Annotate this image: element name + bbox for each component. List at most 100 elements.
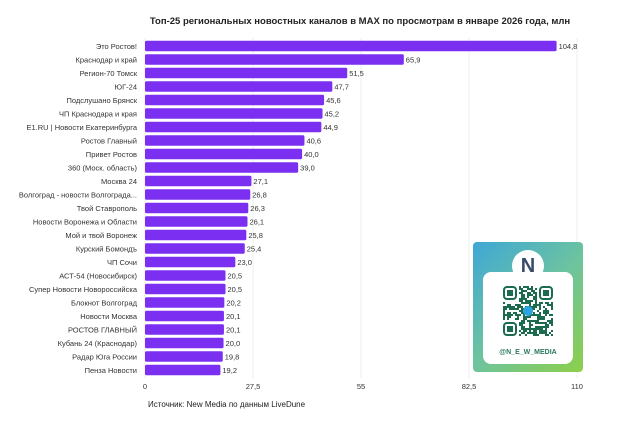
qr-module: [531, 290, 533, 292]
qr-finder: [539, 286, 553, 300]
qr-module: [503, 310, 505, 312]
qr-module: [545, 302, 547, 304]
qr-module: [533, 306, 535, 308]
value-label: 20,5: [228, 285, 243, 294]
qr-module: [519, 314, 521, 316]
x-tick-label: 55: [357, 382, 365, 391]
chart-title: Топ-25 региональных новостных каналов в …: [150, 16, 571, 27]
category-label: Регион-70 Томск: [80, 69, 138, 78]
qr-module: [521, 302, 523, 304]
qr-module: [519, 310, 521, 312]
bar: [145, 81, 333, 92]
value-label: 23,0: [237, 258, 252, 267]
bar: [145, 229, 247, 241]
value-label: 44,9: [323, 123, 338, 132]
qr-module: [519, 322, 521, 324]
qr-module: [533, 332, 535, 334]
qr-module: [515, 308, 517, 310]
qr-module: [517, 306, 519, 308]
channel-handle: @N_E_W_MEDIA: [499, 349, 557, 356]
qr-module: [521, 324, 523, 326]
value-label: 47,7: [334, 83, 349, 92]
qr-module: [535, 326, 537, 328]
value-label: 39,0: [300, 164, 315, 173]
qr-module: [531, 306, 533, 308]
bar: [145, 94, 325, 106]
qr-module: [545, 332, 547, 334]
qr-module: [543, 326, 545, 328]
qr-module: [545, 328, 547, 330]
qr-module: [535, 320, 537, 322]
qr-module: [525, 318, 527, 320]
qr-module: [539, 312, 541, 314]
bar: [145, 175, 252, 187]
qr-module: [519, 288, 521, 290]
qr-module: [521, 328, 523, 330]
qr-module: [537, 316, 539, 318]
qr-module: [535, 334, 537, 336]
qr-module: [529, 300, 531, 302]
qr-module: [517, 304, 519, 306]
category-label: 360 (Моск. область): [68, 164, 138, 173]
qr-module: [533, 298, 535, 300]
qr-module: [527, 288, 529, 290]
qr-module: [505, 314, 507, 316]
qr-module: [533, 328, 535, 330]
category-label: ЧП Краснодара и края: [59, 110, 137, 119]
qr-module: [535, 314, 537, 316]
qr-module: [547, 334, 549, 336]
qr-module: [525, 330, 527, 332]
bar: [145, 364, 221, 376]
category-label: Привет Ростов: [86, 150, 137, 159]
qr-module: [521, 296, 523, 298]
category-label: Новости Воронежа и Области: [33, 218, 137, 227]
qr-finder: [503, 322, 517, 336]
qr-module: [535, 332, 537, 334]
qr-module: [551, 314, 553, 316]
category-label: Это Ростов!: [96, 42, 137, 51]
qr-finder: [507, 326, 513, 332]
qr-module: [521, 290, 523, 292]
qr-module: [537, 318, 539, 320]
bar: [145, 121, 322, 133]
qr-module: [515, 318, 517, 320]
qr-module: [529, 324, 531, 326]
qr-module: [535, 302, 537, 304]
qr-module: [539, 308, 541, 310]
bar: [145, 67, 348, 79]
category-label: Пенза Новости: [85, 366, 137, 375]
qr-module: [523, 298, 525, 300]
qr-module: [549, 320, 551, 322]
value-label: 26,1: [250, 218, 265, 227]
qr-module: [517, 308, 519, 310]
bar: [145, 351, 223, 362]
qr-module: [523, 320, 525, 322]
qr-module: [521, 306, 523, 308]
qr-module: [543, 306, 545, 308]
qr-module: [549, 304, 551, 306]
qr-module: [535, 296, 537, 298]
bar: [145, 202, 249, 214]
qr-module: [509, 308, 511, 310]
qr-module: [551, 308, 553, 310]
qr-module: [529, 302, 531, 304]
category-label: АСТ-54 (Новосибирск): [59, 272, 137, 281]
qr-module: [515, 304, 517, 306]
qr-module: [537, 328, 539, 330]
qr-module: [531, 324, 533, 326]
bar: [145, 270, 226, 281]
qr-module: [511, 314, 513, 316]
qr-module: [525, 302, 527, 304]
qr-card[interactable]: N @N_E_W_MEDIA: [473, 242, 583, 372]
qr-module: [523, 316, 525, 318]
qr-module: [531, 300, 533, 302]
qr-module: [535, 306, 537, 308]
qr-module: [529, 316, 531, 318]
value-label: 20,2: [226, 299, 241, 308]
qr-module: [527, 294, 529, 296]
value-label: 19,2: [222, 366, 237, 375]
qr-module: [503, 306, 505, 308]
qr-module: [515, 312, 517, 314]
category-label: Блокнот Волгоград: [71, 299, 138, 308]
qr-module: [521, 294, 523, 296]
